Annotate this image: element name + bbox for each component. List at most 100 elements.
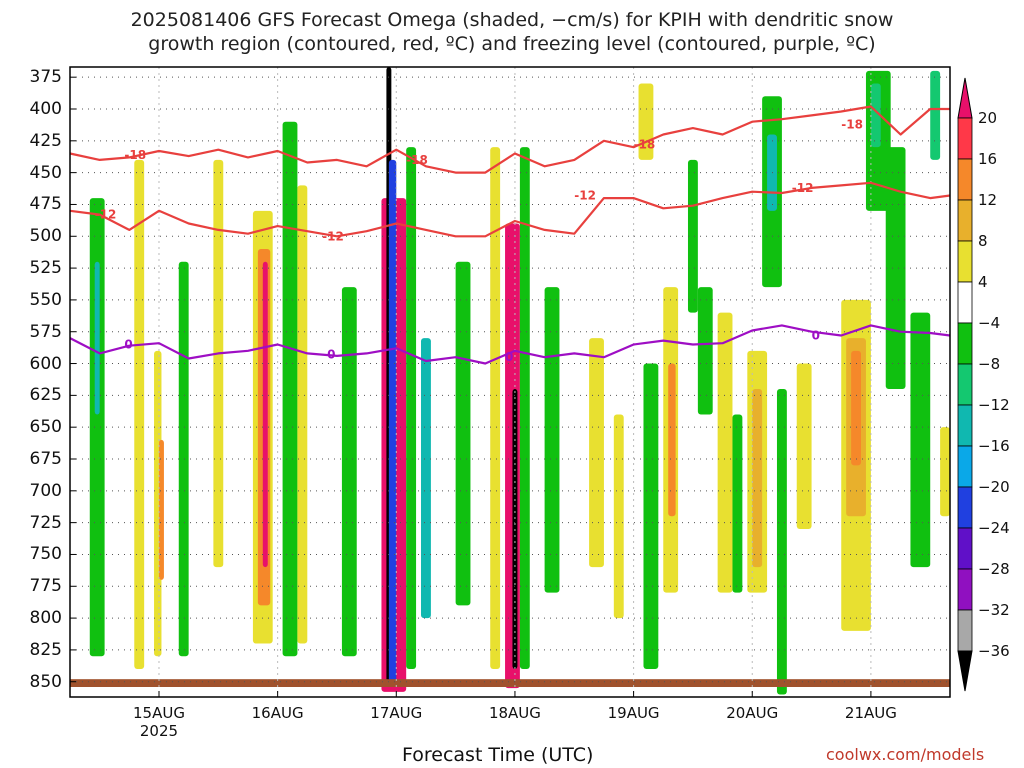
omega-shade-27 bbox=[643, 363, 659, 669]
omega-shade-10 bbox=[282, 121, 298, 657]
y-tick-label: 725 bbox=[29, 512, 62, 533]
omega-shade-4 bbox=[158, 439, 164, 580]
x-tick-label: 15AUG bbox=[133, 704, 185, 722]
colorbar-tick-label: −20 bbox=[978, 478, 1010, 496]
omega-shade-2 bbox=[134, 159, 145, 669]
omega-shade-23 bbox=[544, 287, 560, 593]
y-tick-label: 550 bbox=[29, 289, 62, 310]
colorbar-tick-label: −28 bbox=[978, 560, 1010, 578]
y-tick-label: 450 bbox=[29, 162, 62, 183]
y-tick-label: 825 bbox=[29, 639, 62, 660]
omega-shade-6 bbox=[213, 159, 224, 568]
contour-label-11: 0 bbox=[812, 329, 820, 343]
colorbar-tick-label: −32 bbox=[978, 601, 1010, 619]
y-tick-label: 775 bbox=[29, 576, 62, 597]
omega-shade-3 bbox=[154, 350, 162, 657]
y-tick-label: 375 bbox=[29, 67, 62, 88]
colorbar-bin-6 bbox=[957, 363, 973, 406]
contour-label-4: -12 bbox=[95, 208, 117, 222]
omega-shade-11 bbox=[297, 185, 308, 644]
x-tick-label: 18AUG bbox=[488, 704, 541, 722]
y-tick-label: 750 bbox=[29, 544, 62, 565]
y-tick-label: 850 bbox=[29, 671, 62, 692]
omega-shade-25 bbox=[613, 414, 624, 619]
y-tick-label: 800 bbox=[29, 608, 62, 629]
contour-label-2: -18 bbox=[634, 138, 656, 152]
colorbar-tick-label: 16 bbox=[978, 150, 998, 168]
contour-line-0 bbox=[69, 105, 950, 174]
colorbar-tick-label: −16 bbox=[978, 437, 1010, 455]
colorbar-tick-label: 8 bbox=[978, 232, 988, 250]
y-tick-label: 600 bbox=[29, 353, 62, 374]
chart-title-line1: 2025081406 GFS Forecast Omega (shaded, −… bbox=[130, 9, 894, 31]
contour-line-2 bbox=[69, 324, 951, 365]
y-tick-label: 500 bbox=[29, 226, 62, 247]
credit-link[interactable]: coolwx.com/models bbox=[826, 745, 985, 764]
contour-label-0: -18 bbox=[124, 148, 146, 162]
omega-shade-48 bbox=[940, 427, 950, 517]
x-tick-label: 20AUG bbox=[726, 704, 779, 722]
y-tick-label: 650 bbox=[29, 417, 62, 438]
colorbar-tick-label: 4 bbox=[978, 273, 988, 291]
colorbar-tick-label: −36 bbox=[978, 642, 1010, 660]
plot-frame bbox=[69, 66, 951, 698]
omega-shade-0 bbox=[89, 198, 105, 657]
omega-shade-24 bbox=[589, 338, 604, 568]
omega-shade-39 bbox=[796, 363, 812, 529]
y-tick-label: 475 bbox=[29, 194, 62, 215]
omega-shade-15 bbox=[388, 159, 397, 682]
contour-label-6: -12 bbox=[574, 189, 596, 203]
omega-shade-47 bbox=[930, 70, 941, 160]
colorbar-tick-label: −12 bbox=[978, 396, 1010, 414]
y-tick-label: 525 bbox=[29, 258, 62, 279]
y-tick-label: 425 bbox=[29, 130, 62, 151]
omega-shade-46 bbox=[910, 312, 931, 568]
y-tick-label: 575 bbox=[29, 321, 62, 342]
colorbar-tick-label: −8 bbox=[978, 355, 1001, 373]
colorbar-bin-0 bbox=[957, 117, 973, 160]
contour-label-10: 0 bbox=[505, 350, 513, 364]
omega-shade-1 bbox=[94, 261, 100, 415]
colorbar-above-triangle bbox=[957, 77, 973, 119]
y-tick-label: 625 bbox=[29, 385, 62, 406]
y-tick-label: 400 bbox=[29, 99, 62, 119]
omega-shade-30 bbox=[687, 159, 698, 313]
colorbar-bin-8 bbox=[957, 445, 973, 488]
omega-shade-19 bbox=[490, 147, 501, 669]
colorbar-bin-10 bbox=[957, 527, 973, 570]
x-axis-title: Forecast Time (UTC) bbox=[402, 744, 594, 766]
contour-line-1 bbox=[69, 181, 951, 238]
omega-shade-33 bbox=[732, 414, 743, 593]
y-tick-label: 700 bbox=[29, 480, 62, 501]
x-tick-label: 19AUG bbox=[607, 704, 660, 722]
omega-shade-12 bbox=[341, 287, 357, 657]
omega-shade-5 bbox=[178, 261, 189, 657]
omega-shade-42 bbox=[851, 350, 862, 466]
x-tick-sublabel: 2025 bbox=[139, 722, 179, 740]
contour-label-9: 0 bbox=[327, 348, 335, 362]
contour-label-7: -12 bbox=[792, 181, 814, 195]
contour-label-3: -18 bbox=[841, 117, 863, 131]
colorbar-bin-9 bbox=[957, 486, 973, 529]
omega-shade-9 bbox=[262, 261, 268, 568]
contour-label-5: -12 bbox=[322, 229, 344, 243]
colorbar-bin-4 bbox=[957, 281, 973, 324]
contour-label-1: -18 bbox=[406, 153, 428, 167]
chart-title-line2: growth region (contoured, red, ºC) and f… bbox=[148, 33, 876, 55]
omega-shade-17 bbox=[421, 338, 431, 619]
ground-surface bbox=[70, 679, 950, 687]
colorbar-tick-label: −4 bbox=[978, 314, 1001, 332]
colorbar-below-triangle bbox=[957, 650, 973, 692]
y-tick-label: 675 bbox=[29, 449, 62, 469]
omega-shade-29 bbox=[668, 363, 676, 517]
colorbar-bin-3 bbox=[957, 240, 973, 283]
omega-shade-38 bbox=[776, 389, 787, 695]
x-tick-label: 16AUG bbox=[251, 704, 304, 722]
colorbar-bin-7 bbox=[957, 404, 973, 447]
colorbar-bin-1 bbox=[957, 158, 973, 201]
colorbar-tick-label: 20 bbox=[978, 109, 998, 127]
omega-shade-31 bbox=[697, 287, 713, 415]
colorbar-bin-11 bbox=[957, 568, 973, 611]
colorbar-bin-12 bbox=[957, 609, 973, 652]
